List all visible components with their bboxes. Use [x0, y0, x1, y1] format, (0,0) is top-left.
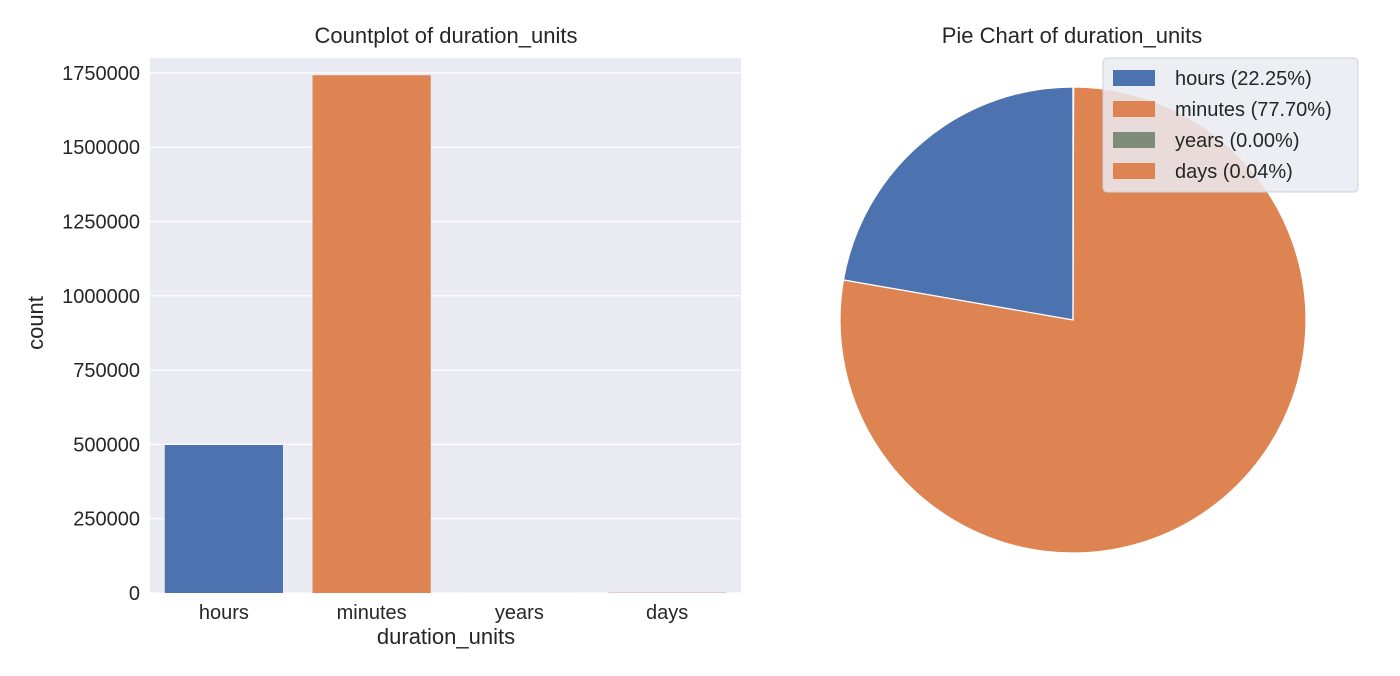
countplot-x-tick-label: years: [495, 602, 544, 624]
pie-legend: hours (22.25%) minutes (77.70%) years (0.0…: [1102, 57, 1359, 193]
countplot-x-axis-label: duration_units: [377, 624, 515, 649]
countplot-y-tick-label: 1750000: [62, 63, 140, 85]
pie-slice-hours: [842, 86, 1074, 321]
countplot-y-tick-label: 1000000: [62, 286, 140, 308]
bar-minutes: [312, 75, 431, 593]
pie-chart: Pie Chart of duration_units hours (22.25…: [839, 23, 1359, 554]
pie-chart-title: Pie Chart of duration_units: [942, 23, 1203, 48]
countplot-y-tick-label: 1500000: [62, 137, 140, 159]
pie-legend-label-days: days (0.04%): [1175, 161, 1293, 183]
pie-legend-label-years: years (0.00%): [1175, 130, 1300, 152]
countplot-x-tick-label: hours: [199, 602, 249, 624]
countplot-y-tick-label: 1250000: [62, 211, 140, 233]
countplot-y-tick-label: 250000: [73, 509, 140, 531]
pie-legend-frame: [1102, 57, 1359, 193]
bar-hours: [164, 444, 283, 593]
countplot-y-tick-label: 750000: [73, 360, 140, 382]
countplot-y-tick-labels: 0 250000 500000 750000 1000000 1250000 1500000…: [62, 63, 140, 605]
pie-legend-label-hours: hours (22.25%): [1175, 68, 1312, 90]
pie-slices: [839, 86, 1307, 554]
pie-legend-label-minutes: minutes (77.70%): [1175, 99, 1332, 121]
countplot-y-axis-label: count: [23, 296, 48, 350]
countplot-title: Countplot of duration_units: [315, 23, 578, 48]
countplot-x-tick-label: minutes: [337, 602, 407, 624]
countplot-bars: [164, 75, 727, 593]
countplot-y-tick-label: 500000: [73, 434, 140, 456]
pie-legend-swatch-days: [1113, 163, 1155, 179]
countplot-x-tick-labels: hours minutes years days: [199, 602, 688, 624]
pie-legend-swatch-minutes: [1113, 101, 1155, 117]
countplot: Countplot of duration_units 0 250000 50000…: [23, 23, 741, 649]
pie-legend-swatch-hours: [1113, 70, 1155, 86]
pie-legend-swatch-years: [1113, 132, 1155, 148]
pie-legend-items: hours (22.25%) minutes (77.70%) years (0.0…: [1113, 68, 1332, 183]
countplot-x-tick-label: days: [646, 602, 688, 624]
pie-slice-days: [1072, 86, 1075, 321]
countplot-y-tick-label: 0: [129, 583, 140, 605]
